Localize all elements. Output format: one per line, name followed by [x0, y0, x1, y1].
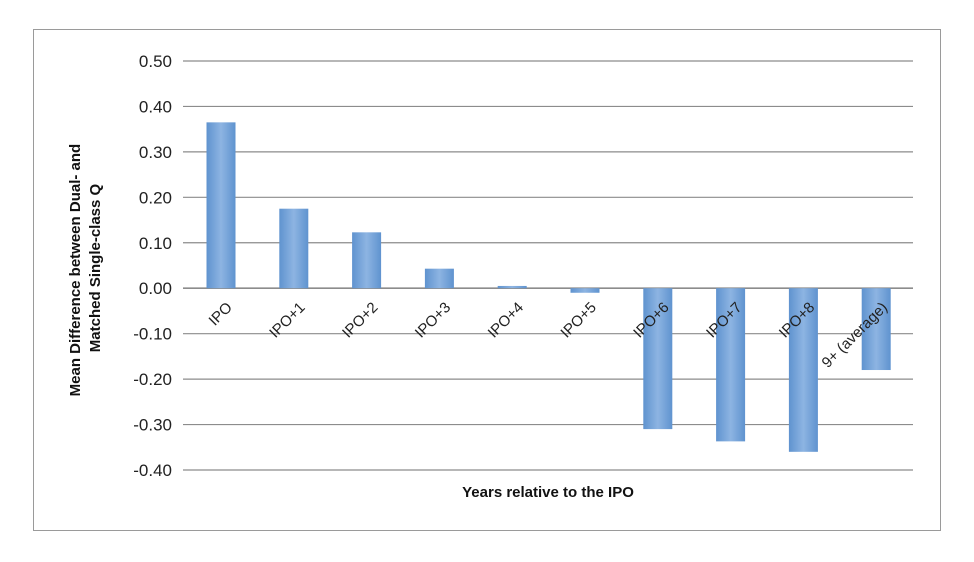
category-label: IPO: [206, 299, 236, 329]
category-label: IPO+1: [266, 299, 308, 341]
bar: [716, 288, 746, 442]
y-tick-label: -0.10: [133, 325, 172, 344]
category-label: IPO+4: [485, 299, 527, 341]
y-tick-labels: 0.50 0.40 0.30 0.20 0.10 0.00 -0.10 -0.20 -0.30 -…: [133, 52, 172, 480]
bar: [279, 208, 309, 289]
y-tick-label: 0.20: [139, 188, 172, 207]
y-tick-label: 0.40: [139, 97, 172, 116]
y-tick-label: 0.30: [139, 143, 172, 162]
x-axis-title: Years relative to the IPO: [462, 484, 634, 501]
y-tick-label: -0.20: [133, 370, 172, 389]
bar: [352, 232, 382, 289]
bar: [206, 122, 236, 289]
bar: [788, 288, 818, 452]
bars: [206, 122, 891, 452]
y-tick-label: -0.40: [133, 461, 172, 480]
bar: [424, 268, 454, 289]
y-axis-title: Mean Difference between Dual- and Matche…: [67, 140, 104, 397]
bar: [861, 288, 891, 371]
y-axis-title-line-1: Mean Difference between Dual- and: [67, 144, 84, 397]
y-tick-label: 0.50: [139, 52, 172, 71]
category-label: IPO+5: [557, 299, 599, 341]
bar: [570, 288, 600, 293]
category-labels: IPO IPO+1 IPO+2 IPO+3 IPO+4 IPO+5 IPO+6 IPO+7 IP…: [206, 299, 891, 371]
bar: [643, 288, 673, 430]
category-label: IPO+3: [412, 299, 454, 341]
y-tick-label: 0.00: [139, 279, 172, 298]
y-tick-label: -0.30: [133, 416, 172, 435]
y-tick-label: 0.10: [139, 234, 172, 253]
category-label: IPO+2: [339, 299, 381, 341]
bar: [497, 285, 527, 289]
y-axis-title-line-2: Matched Single-class Q: [87, 183, 104, 352]
